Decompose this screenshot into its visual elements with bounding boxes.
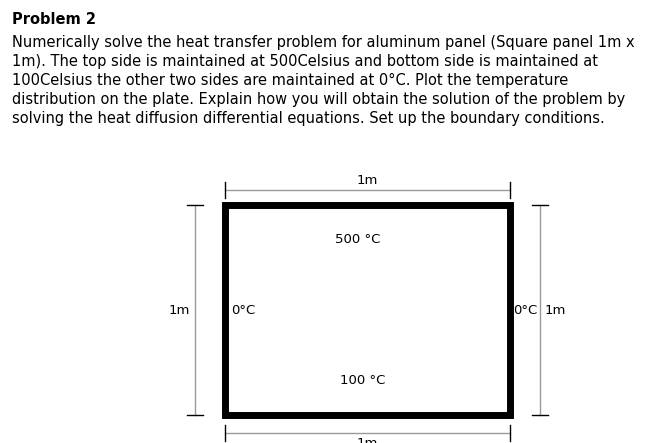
Text: 100 °C: 100 °C — [340, 374, 385, 387]
Text: solving the heat diffusion differential equations. Set up the boundary condition: solving the heat diffusion differential … — [12, 111, 605, 126]
Text: Numerically solve the heat transfer problem for aluminum panel (Square panel 1m : Numerically solve the heat transfer prob… — [12, 35, 635, 50]
Text: 500 °C: 500 °C — [334, 233, 380, 246]
Text: 1m: 1m — [169, 303, 190, 316]
Text: 0°C: 0°C — [513, 303, 537, 316]
Text: distribution on the plate. Explain how you will obtain the solution of the probl: distribution on the plate. Explain how y… — [12, 92, 626, 107]
Text: 1m: 1m — [357, 174, 378, 187]
Text: 1m). The top side is maintained at 500Celsius and bottom side is maintained at: 1m). The top side is maintained at 500Ce… — [12, 54, 598, 69]
Text: 1m: 1m — [545, 303, 567, 316]
Text: 100Celsius the other two sides are maintained at 0°C. Plot the temperature: 100Celsius the other two sides are maint… — [12, 73, 568, 88]
Text: 0°C: 0°C — [231, 303, 256, 316]
Bar — [225, 205, 510, 415]
Text: 1m: 1m — [357, 437, 378, 443]
Text: Problem 2: Problem 2 — [12, 12, 96, 27]
